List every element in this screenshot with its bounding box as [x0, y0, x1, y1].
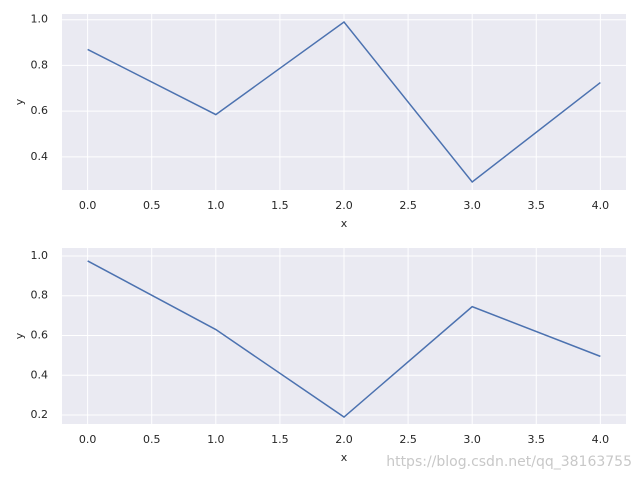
y-tick-label: 0.2 — [31, 408, 49, 421]
y-tick-label: 1.0 — [31, 249, 49, 262]
x-tick-label: 3.5 — [528, 433, 546, 446]
x-tick-label: 1.0 — [207, 433, 225, 446]
x-axis-label: x — [341, 217, 348, 230]
y-tick-label: 1.0 — [31, 13, 49, 26]
x-tick-label: 2.0 — [335, 433, 353, 446]
x-tick-label: 1.5 — [271, 433, 289, 446]
x-tick-label: 4.0 — [592, 433, 610, 446]
x-tick-label: 2.0 — [335, 199, 353, 212]
x-tick-label: 3.0 — [463, 199, 481, 212]
watermark: https://blog.csdn.net/qq_38163755 — [386, 454, 632, 470]
x-tick-label: 0.0 — [79, 199, 97, 212]
y-tick-label: 0.4 — [31, 150, 49, 163]
x-tick-label: 3.5 — [528, 199, 546, 212]
x-tick-label: 0.5 — [143, 433, 161, 446]
y-axis-label: y — [13, 332, 26, 339]
line — [87, 20, 601, 184]
x-axis-label: x — [341, 451, 348, 464]
x-tick-label: 0.0 — [79, 433, 97, 446]
x-tick-label: 2.5 — [399, 199, 417, 212]
x-tick-label: 2.5 — [399, 433, 417, 446]
x-tick-label: 4.0 — [592, 199, 610, 212]
x-tick-label: 0.5 — [143, 199, 161, 212]
y-tick-label: 0.8 — [31, 289, 49, 302]
y-tick-label: 0.4 — [31, 368, 49, 381]
y-axis-label: y — [13, 98, 26, 105]
y-tick-label: 0.6 — [31, 104, 49, 117]
y-tick-label: 0.6 — [31, 329, 49, 342]
y-tick-label: 0.8 — [31, 58, 49, 71]
x-tick-label: 1.5 — [271, 199, 289, 212]
x-tick-label: 1.0 — [207, 199, 225, 212]
line — [87, 260, 601, 418]
x-tick-label: 3.0 — [463, 433, 481, 446]
